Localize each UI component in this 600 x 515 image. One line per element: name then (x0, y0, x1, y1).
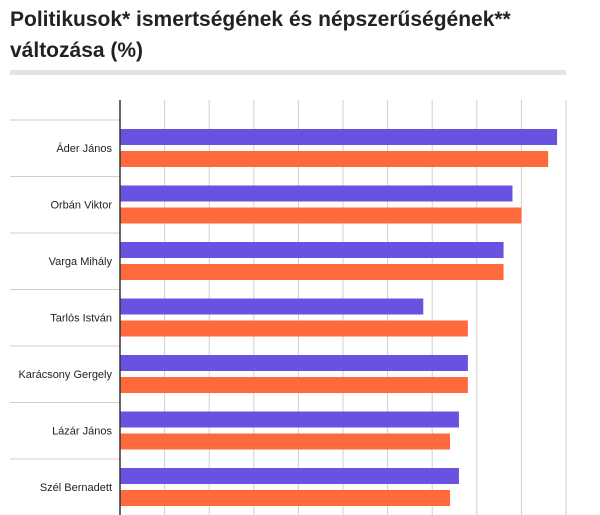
category-label: Lázár János (52, 426, 112, 438)
category-label: Orbán Viktor (50, 200, 112, 212)
category-labels: Áder János Orbán Viktor Varga Mihály Tarlós… (18, 142, 112, 494)
title-divider (10, 70, 566, 75)
bar (120, 242, 504, 258)
row-separators (10, 119, 120, 460)
category-label: Karácsony Gergely (18, 369, 112, 381)
category-label: Szél Bernadett (40, 482, 112, 494)
bar (120, 411, 459, 428)
category-label: Varga Mihály (49, 256, 113, 268)
bar (120, 355, 468, 371)
bar (120, 377, 468, 393)
bar (120, 207, 522, 224)
category-label: Tarlós István (50, 313, 112, 325)
bar (120, 433, 451, 450)
chart-title: Politikusok* ismertségének és népszerűsé… (10, 8, 511, 62)
bar (120, 264, 504, 280)
bar (120, 185, 513, 202)
bar (120, 298, 424, 315)
bars (120, 129, 558, 506)
bar (120, 468, 459, 484)
bar (120, 151, 549, 167)
bar (120, 129, 558, 145)
bar (120, 490, 451, 506)
category-label: Áder János (56, 142, 112, 155)
bar (120, 320, 468, 337)
